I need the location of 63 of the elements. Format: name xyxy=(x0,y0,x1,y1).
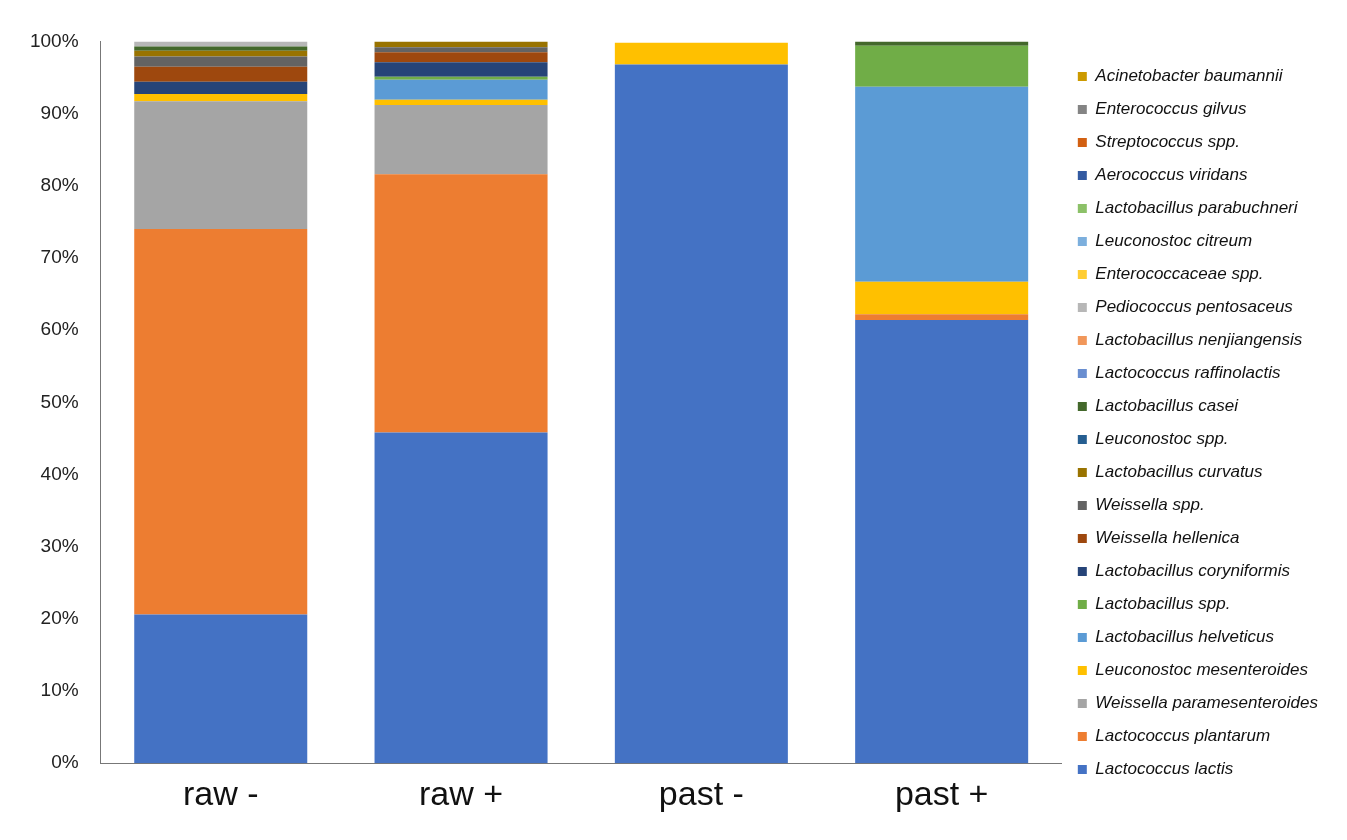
legend-label: Lactobacillus casei xyxy=(1095,396,1240,416)
bar xyxy=(134,81,308,95)
bar xyxy=(134,46,308,51)
bar xyxy=(374,174,548,433)
x-tick-label: past + xyxy=(894,773,989,812)
x-tick-label: past - xyxy=(658,773,744,812)
bar xyxy=(855,86,1029,282)
legend-label: Lactobacillus coryniformis xyxy=(1095,561,1291,581)
legend-label: Leuconostoc citreum xyxy=(1095,231,1253,251)
bar xyxy=(374,52,548,63)
legend-label: Weissella hellenica xyxy=(1095,528,1240,548)
legend-label: Weissella paramesenteroides xyxy=(1095,693,1319,713)
y-tick-label: 10% xyxy=(40,679,79,701)
legend-label: Pediococcus pentosaceus xyxy=(1095,297,1294,317)
legend-label: Lactobacillus nenjiangensis xyxy=(1095,330,1303,350)
bar xyxy=(855,314,1029,321)
bar xyxy=(374,104,548,175)
legend-label: Acinetobacter baumannii xyxy=(1094,66,1284,86)
legend-label: Lactococcus lactis xyxy=(1095,759,1234,779)
y-tick-label: 0% xyxy=(51,751,79,773)
legend-label: Lactobacillus curvatus xyxy=(1095,462,1264,482)
legend-label: Weissella spp. xyxy=(1095,495,1205,515)
bar xyxy=(374,76,548,80)
y-tick-label: 90% xyxy=(40,101,79,123)
legend-label: Streptococcus spp. xyxy=(1095,132,1240,152)
bar xyxy=(374,432,548,764)
y-tick-label: 70% xyxy=(40,246,79,268)
y-tick-label: 100% xyxy=(29,29,79,51)
bar xyxy=(134,50,308,57)
bar xyxy=(374,79,548,100)
legend-label: Aerococcus viridans xyxy=(1094,165,1248,185)
legend-label: Leuconostoc mesenteroides xyxy=(1095,660,1309,680)
bar xyxy=(855,281,1029,315)
bar xyxy=(134,229,308,615)
y-tick-label: 40% xyxy=(40,462,79,484)
bar xyxy=(374,47,548,53)
legend-label: Lactococcus raffinolactis xyxy=(1095,363,1282,383)
legend-label: Enterococcaceae spp. xyxy=(1095,264,1264,284)
y-tick-label: 60% xyxy=(40,318,79,340)
legend-label: Leuconostoc spp. xyxy=(1095,429,1229,449)
y-tick-label: 30% xyxy=(40,534,79,556)
bar xyxy=(134,614,308,764)
x-tick-label: raw - xyxy=(182,773,259,812)
bar xyxy=(855,320,1029,764)
bar xyxy=(134,101,308,230)
bar xyxy=(134,66,308,82)
bar xyxy=(134,56,308,67)
bar xyxy=(855,45,1029,87)
x-tick-label: raw + xyxy=(419,773,504,812)
bar xyxy=(374,99,548,105)
legend-label: Lactobacillus spp. xyxy=(1095,594,1231,614)
bar xyxy=(134,94,308,102)
bar xyxy=(855,41,1029,46)
bar xyxy=(614,42,788,65)
legend-label: Lactobacillus parabuchneri xyxy=(1095,198,1299,218)
y-tick-label: 80% xyxy=(40,173,79,195)
legend-label: Enterococcus gilvus xyxy=(1095,99,1247,119)
y-tick-label: 20% xyxy=(40,607,79,629)
bar xyxy=(374,62,548,77)
legend-label: Lactobacillus helveticus xyxy=(1095,627,1275,647)
bar xyxy=(614,64,788,764)
y-tick-label: 50% xyxy=(40,390,79,412)
legend-label: Lactococcus plantarum xyxy=(1095,726,1271,746)
